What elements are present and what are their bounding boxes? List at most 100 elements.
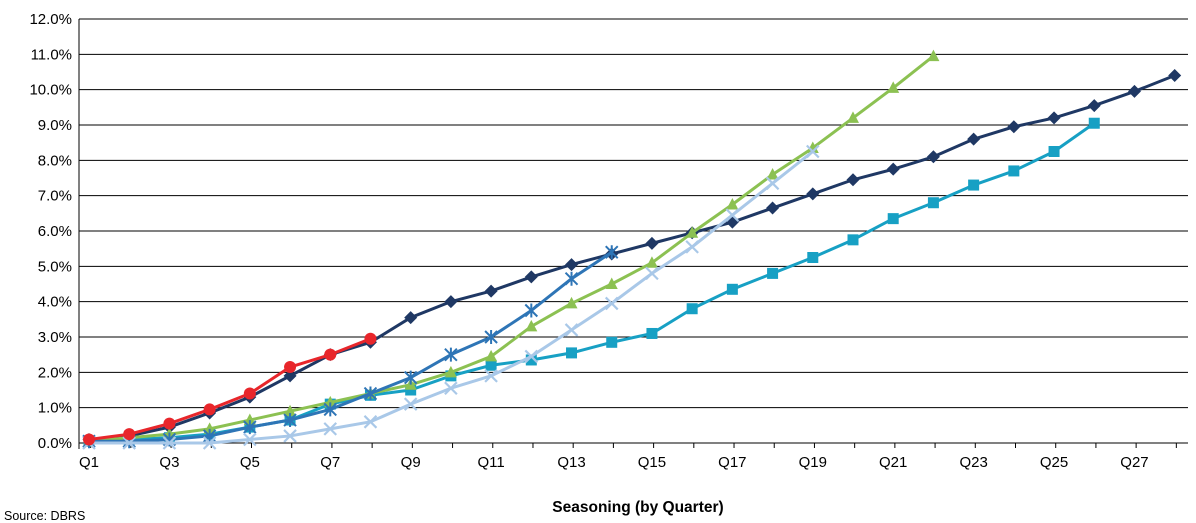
square-marker xyxy=(1008,165,1020,177)
series-3 xyxy=(83,49,940,447)
y-tick-label: 2.0% xyxy=(38,364,72,381)
diamond-marker xyxy=(565,258,579,272)
diamond-marker xyxy=(806,187,820,201)
triangle-marker xyxy=(645,256,658,268)
triangle-marker xyxy=(927,49,940,62)
x-marker xyxy=(725,208,740,222)
triangle-marker xyxy=(806,141,819,153)
x-tick-label: Q3 xyxy=(159,454,179,471)
asterisk-marker xyxy=(403,370,418,385)
square-marker xyxy=(686,303,698,315)
x-tick-label: Q1 xyxy=(79,454,99,471)
x-tick-label: Q13 xyxy=(557,454,585,471)
square-marker xyxy=(767,267,779,279)
x-tick-label: Q25 xyxy=(1040,454,1068,471)
series-2 xyxy=(83,117,1100,447)
square-marker xyxy=(606,336,618,348)
x-tick-label: Q17 xyxy=(718,454,746,471)
square-marker xyxy=(646,327,658,339)
triangle-marker xyxy=(565,296,578,309)
x-marker xyxy=(283,429,297,443)
series-line xyxy=(88,54,935,443)
x-tick-label: Q5 xyxy=(240,454,260,471)
y-axis-tick-labels: 0.0% 1.0% 2.0% 3.0% 4.0% 5.0% 6.0% 7.0% 8.0% 9.0%… xyxy=(29,11,72,452)
series-6 xyxy=(83,332,377,446)
diamond-marker xyxy=(926,150,940,164)
x-marker xyxy=(202,436,217,450)
diamond-marker xyxy=(404,311,418,325)
x-marker xyxy=(243,432,257,447)
diamond-marker xyxy=(1127,84,1141,98)
square-marker xyxy=(1088,117,1100,129)
circle-marker xyxy=(324,348,337,361)
x-marker xyxy=(806,144,820,159)
y-tick-label: 5.0% xyxy=(38,258,72,275)
diamond-marker xyxy=(846,173,860,187)
series-line xyxy=(89,250,613,443)
triangle-marker xyxy=(243,413,256,426)
x-marker xyxy=(444,381,458,396)
triangle-marker xyxy=(846,111,859,123)
square-marker xyxy=(968,179,980,191)
y-tick-label: 7.0% xyxy=(38,188,72,205)
square-marker xyxy=(807,252,819,263)
asterisk-marker xyxy=(564,271,579,286)
circle-marker xyxy=(123,428,136,441)
x-tick-label: Q15 xyxy=(638,454,666,471)
x-marker xyxy=(604,296,619,311)
x-tick-label: Q19 xyxy=(799,454,827,471)
x-axis-tick-labels: Q1 Q3 Q5 Q7 Q9 Q11 Q13 Q15 Q17 Q19 Q21 Q23 Q25 Q27 xyxy=(79,454,1149,471)
square-marker xyxy=(485,359,497,371)
x-tick-label: Q11 xyxy=(477,454,504,471)
y-tick-label: 3.0% xyxy=(38,329,72,346)
asterisk-marker xyxy=(323,402,337,417)
asterisk-marker xyxy=(524,303,539,318)
asterisk-marker xyxy=(243,420,257,435)
square-marker xyxy=(566,347,578,359)
square-marker xyxy=(847,234,859,246)
square-marker xyxy=(927,197,939,209)
y-tick-label: 8.0% xyxy=(38,152,72,169)
x-tick-label: Q27 xyxy=(1120,454,1148,471)
square-marker xyxy=(887,213,899,225)
x-tick-label: Q9 xyxy=(401,454,421,471)
diamond-marker xyxy=(766,201,780,215)
x-tick-label: Q23 xyxy=(959,454,987,471)
circle-marker xyxy=(163,417,176,430)
circle-marker xyxy=(243,387,256,400)
y-tick-label: 1.0% xyxy=(38,400,72,417)
gridlines xyxy=(78,18,1188,449)
triangle-marker xyxy=(444,365,457,378)
x-marker xyxy=(685,240,699,254)
triangle-marker xyxy=(284,404,297,417)
x-marker xyxy=(122,436,136,450)
triangle-marker xyxy=(525,319,538,332)
diamond-marker xyxy=(645,236,659,250)
diamond-marker xyxy=(967,132,981,146)
asterisk-marker xyxy=(444,347,458,362)
diamond-marker xyxy=(1007,120,1021,134)
diamond-marker xyxy=(484,284,498,298)
x-marker xyxy=(403,397,418,411)
square-marker xyxy=(405,384,417,396)
diamond-marker xyxy=(444,295,458,309)
y-tick-label: 12.0% xyxy=(29,11,72,28)
y-tick-label: 11.0% xyxy=(31,46,72,63)
asterisk-marker xyxy=(363,386,378,401)
triangle-marker xyxy=(766,167,779,180)
y-tick-label: 6.0% xyxy=(38,223,72,240)
diamond-marker xyxy=(1168,69,1182,83)
triangle-marker xyxy=(203,422,216,434)
series-4 xyxy=(82,245,619,449)
asterisk-marker xyxy=(484,330,498,344)
x-marker xyxy=(765,176,780,191)
x-marker xyxy=(484,369,498,383)
source-note: Source: DBRS xyxy=(4,509,85,523)
series-line xyxy=(88,122,1096,443)
x-marker xyxy=(645,266,659,281)
series-line xyxy=(88,74,1176,441)
y-tick-label: 4.0% xyxy=(38,294,72,311)
triangle-marker xyxy=(887,81,900,93)
triangle-marker xyxy=(605,277,618,289)
